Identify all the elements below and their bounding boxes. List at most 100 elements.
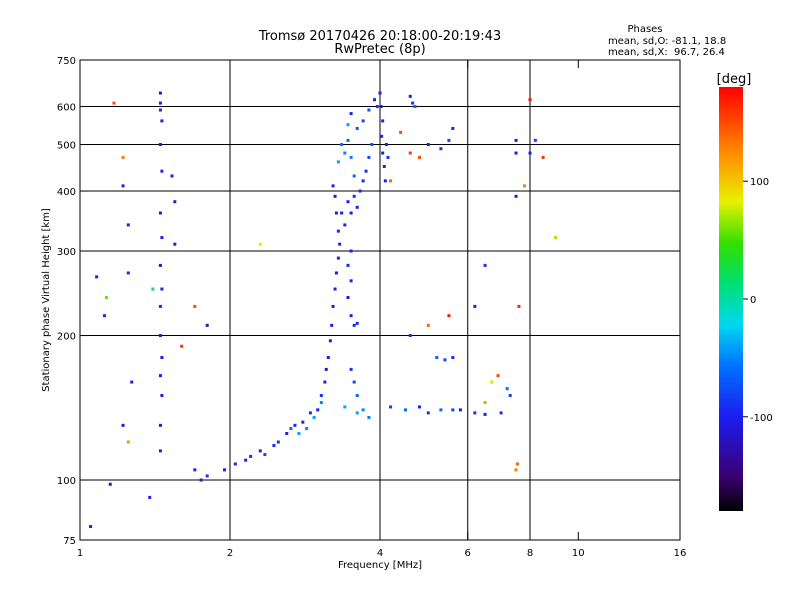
data-point xyxy=(324,367,328,371)
data-point xyxy=(297,432,301,436)
x-tick-label: 10 xyxy=(572,548,585,559)
data-point xyxy=(336,160,340,164)
data-point xyxy=(336,229,340,233)
data-point xyxy=(382,164,386,168)
data-point xyxy=(349,112,353,116)
data-point xyxy=(301,420,305,424)
data-point xyxy=(148,495,152,499)
data-point xyxy=(389,405,393,409)
data-point xyxy=(89,525,93,529)
data-point xyxy=(336,256,340,260)
data-point xyxy=(180,344,184,348)
data-point xyxy=(95,275,99,279)
data-point xyxy=(523,184,527,188)
data-point xyxy=(193,468,197,472)
data-point xyxy=(173,242,177,246)
data-point xyxy=(158,91,162,95)
data-point xyxy=(361,179,365,183)
data-point xyxy=(104,296,108,300)
data-point xyxy=(408,94,412,98)
data-point xyxy=(426,143,430,147)
data-point xyxy=(408,151,412,155)
data-point xyxy=(343,151,347,155)
data-point xyxy=(158,449,162,453)
data-point xyxy=(276,440,280,444)
data-point xyxy=(355,126,359,130)
chart-title: Tromsø 20170426 20:18:00-20:19:43 xyxy=(258,29,501,44)
data-point xyxy=(408,334,412,338)
data-point xyxy=(355,205,359,209)
data-point xyxy=(126,440,130,444)
data-point xyxy=(426,411,430,415)
data-point xyxy=(160,169,164,173)
data-point xyxy=(346,200,350,204)
data-point xyxy=(334,271,338,275)
data-point xyxy=(312,415,316,419)
data-point xyxy=(272,444,276,448)
data-point xyxy=(473,411,477,415)
data-point xyxy=(496,374,500,378)
data-point xyxy=(439,147,443,151)
data-point xyxy=(330,323,334,327)
data-point xyxy=(160,119,164,123)
data-point xyxy=(340,143,344,147)
data-point xyxy=(447,314,451,318)
colorbar-ticks: -100 0 100 xyxy=(743,177,773,424)
data-point xyxy=(384,143,388,147)
data-point xyxy=(323,380,327,384)
data-point xyxy=(378,91,382,95)
y-tick-label: 500 xyxy=(57,141,76,152)
data-point xyxy=(381,151,385,155)
data-point xyxy=(490,380,494,384)
data-point xyxy=(403,408,407,412)
y-tick-label: 750 xyxy=(57,56,76,67)
data-point xyxy=(151,287,155,291)
phase-legend-line2: mean, sd,X: 96.7, 26.4 xyxy=(608,47,725,58)
data-point xyxy=(126,223,130,227)
data-point xyxy=(451,408,455,412)
data-point xyxy=(158,108,162,112)
data-point xyxy=(160,287,164,291)
data-point xyxy=(515,462,519,466)
data-point xyxy=(451,355,455,359)
data-point xyxy=(447,138,451,142)
data-point xyxy=(367,415,371,419)
data-point xyxy=(334,211,338,215)
data-point xyxy=(158,211,162,215)
y-axis-label: Stationary phase Virtual Height [km] xyxy=(41,208,52,392)
x-axis-label: Frequency [MHz] xyxy=(338,560,422,571)
data-point xyxy=(343,405,347,409)
data-point xyxy=(389,179,393,183)
data-point xyxy=(170,174,174,178)
data-point xyxy=(285,432,289,436)
data-point xyxy=(399,130,403,134)
data-point xyxy=(352,174,356,178)
y-tick-label: 400 xyxy=(57,187,76,198)
data-point xyxy=(508,394,512,398)
data-point xyxy=(193,304,197,308)
data-point xyxy=(383,179,387,183)
data-point xyxy=(328,339,332,343)
data-point xyxy=(367,108,371,112)
data-point xyxy=(305,427,309,431)
colorbar-tick-label: 0 xyxy=(750,295,756,306)
data-point xyxy=(333,194,337,198)
data-point xyxy=(352,380,356,384)
data-point xyxy=(331,304,335,308)
x-tick-label: 6 xyxy=(465,548,471,559)
colorbar-tick-label: -100 xyxy=(750,413,773,424)
phase-legend-line1: mean, sd,O: -81.1, 18.8 xyxy=(608,36,726,47)
data-point xyxy=(413,105,417,109)
data-point xyxy=(483,401,487,405)
data-point xyxy=(514,138,518,142)
y-tick-label: 100 xyxy=(57,476,76,487)
data-point xyxy=(158,143,162,147)
data-point xyxy=(326,355,330,359)
y-tick-label: 75 xyxy=(63,536,76,547)
axis-ticks: 1 2 4 6 8 10 16 75 100 200 300 400 500 600 750 xyxy=(57,56,686,559)
data-point xyxy=(158,304,162,308)
data-point xyxy=(435,355,439,359)
data-point xyxy=(349,279,353,283)
data-point xyxy=(103,314,107,318)
data-point xyxy=(439,408,443,412)
